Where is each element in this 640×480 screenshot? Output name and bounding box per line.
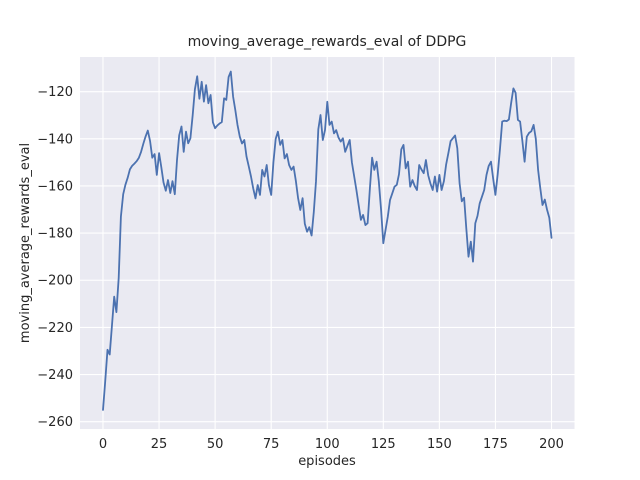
y-tick-label: −180	[37, 227, 73, 242]
x-tick-label: 150	[427, 437, 452, 452]
y-tick-label: −200	[37, 274, 73, 289]
series-line-ddpg-rewards	[102, 70, 553, 411]
x-tick-label: 125	[371, 437, 396, 452]
gridlines	[80, 57, 575, 429]
y-tick-label: −140	[37, 132, 73, 147]
x-tick-label: 175	[483, 437, 508, 452]
y-tick-label: −160	[37, 179, 73, 194]
y-tick-label: −120	[37, 85, 73, 100]
x-tick-label: 25	[151, 437, 168, 452]
y-tick-label: −260	[37, 415, 73, 430]
x-tick-label: 50	[207, 437, 224, 452]
x-tick-label: 100	[315, 437, 340, 452]
y-tick-label: −240	[37, 368, 73, 383]
x-tick-label: 0	[99, 437, 107, 452]
y-tick-label: −220	[37, 321, 73, 336]
y-axis-label: moving_average_rewards_eval	[18, 143, 33, 343]
x-tick-label: 200	[539, 437, 564, 452]
x-axis-label: episodes	[298, 454, 356, 469]
chart-title: moving_average_rewards_eval of DDPG	[188, 34, 467, 50]
x-axis-tick-labels: 0 25 50 75 100 125 150 175 200	[99, 437, 564, 452]
y-axis-tick-labels: −120 −140 −160 −180 −200 −220 −240 −260	[37, 85, 73, 430]
x-tick-label: 75	[263, 437, 280, 452]
